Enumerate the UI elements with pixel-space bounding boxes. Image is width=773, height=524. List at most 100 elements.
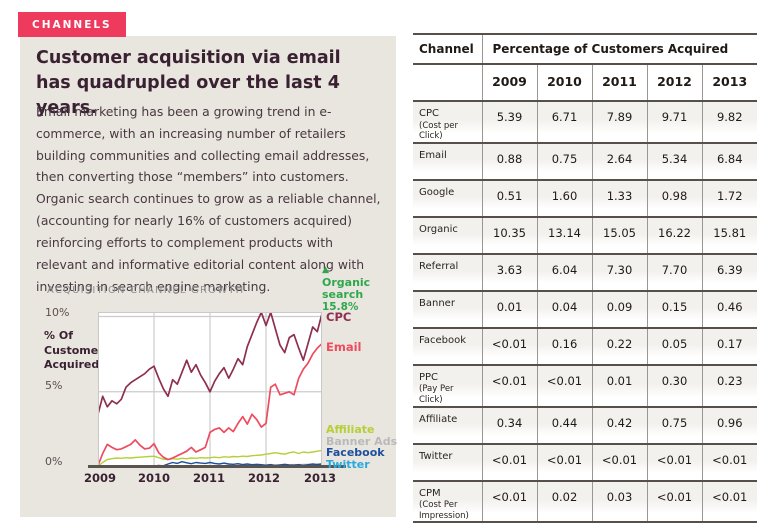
table-cell: 6.71 xyxy=(536,100,592,143)
table-cell: <0.01 xyxy=(701,442,758,481)
x-tick-2010: 2010 xyxy=(137,471,171,485)
y-tick-10: 10% xyxy=(45,306,70,319)
table-cell: 0.17 xyxy=(701,326,758,365)
channel-cell: Organic xyxy=(413,215,482,254)
year-header: 2010 xyxy=(536,63,592,101)
table-cell: 0.42 xyxy=(591,405,647,444)
chart-title: ACQUISITION CHANNEL GROWTH xyxy=(47,285,245,296)
table-cell: 0.98 xyxy=(646,178,702,217)
table-cell: 0.51 xyxy=(481,178,537,217)
y-axis-label: % Of Customers Acquired xyxy=(44,329,111,372)
table-row: CPM (Cost Per Impression) <0.01 0.02 0.03 <0.… xyxy=(413,479,758,524)
table-row: Affiliate 0.34 0.44 0.42 0.75 0.96 xyxy=(413,405,758,444)
table-cell: 0.05 xyxy=(646,326,702,365)
table-cell: 13.14 xyxy=(536,215,592,254)
year-header: 2009 xyxy=(481,63,537,101)
table-cell: 9.71 xyxy=(646,100,702,143)
table-row: Facebook <0.01 0.16 0.22 0.05 0.17 xyxy=(413,326,758,365)
table-cell: <0.01 xyxy=(481,363,537,407)
table-cell: 10.35 xyxy=(481,215,537,254)
channel-cell: Affiliate xyxy=(413,405,482,444)
table-cell: 0.88 xyxy=(481,141,537,180)
table-cell: 1.72 xyxy=(701,178,758,217)
table-cell: 6.39 xyxy=(701,252,758,291)
x-axis-line xyxy=(88,465,346,468)
table-cell: 7.70 xyxy=(646,252,702,291)
table-cell: 7.30 xyxy=(591,252,647,291)
channel-cell: Email xyxy=(413,141,482,180)
table-row: Banner 0.01 0.04 0.09 0.15 0.46 xyxy=(413,289,758,328)
channel-cell: Google xyxy=(413,178,482,217)
table-cell: 15.05 xyxy=(591,215,647,254)
x-tick-2011: 2011 xyxy=(192,471,226,485)
table-cell: 0.30 xyxy=(646,363,702,407)
table-row: Google 0.51 1.60 1.33 0.98 1.72 xyxy=(413,178,758,217)
legend-banner-ads: Banner Ads xyxy=(326,434,398,448)
channel-column-header: Channel xyxy=(413,33,482,64)
acquisition-table: Channel Percentage of Customers Acquired… xyxy=(413,33,758,524)
table-cell: <0.01 xyxy=(591,442,647,481)
legend-affiliate: Affiliate xyxy=(326,423,375,436)
table-row: Organic 10.35 13.14 15.05 16.22 15.81 xyxy=(413,215,758,254)
table-cell: 9.82 xyxy=(701,100,758,143)
table-cell: 0.01 xyxy=(591,363,647,407)
table-cell: 0.03 xyxy=(591,479,647,524)
x-tick-2013: 2013 xyxy=(303,471,337,485)
channel-cell: Referral xyxy=(413,252,482,291)
plot-area xyxy=(98,312,322,467)
table-cell: 6.04 xyxy=(536,252,592,291)
table-cell: 0.75 xyxy=(646,405,702,444)
organic-search-value: 15.8% xyxy=(322,301,359,313)
table-cell: 0.46 xyxy=(701,289,758,328)
table-cell: <0.01 xyxy=(481,326,537,365)
table-cell: 0.01 xyxy=(481,289,537,328)
table-cell: 0.02 xyxy=(536,479,592,524)
table-cell: 7.89 xyxy=(591,100,647,143)
table-cell: 0.96 xyxy=(701,405,758,444)
y-tick-0: 0% xyxy=(45,455,63,468)
year-header: 2013 xyxy=(701,63,758,101)
channel-cell: Twitter xyxy=(413,442,482,481)
table-year-row: 2009 2010 2011 2012 2013 xyxy=(413,63,758,101)
table-cell: 6.84 xyxy=(701,141,758,180)
table-cell: 0.15 xyxy=(646,289,702,328)
channel-cell: CPC (Cost per Click) xyxy=(413,100,482,143)
legend-email: Email xyxy=(326,340,362,354)
table-cell: 0.09 xyxy=(591,289,647,328)
channel-cell: Facebook xyxy=(413,326,482,365)
channel-cell: Banner xyxy=(413,289,482,328)
table-cell: 0.75 xyxy=(536,141,592,180)
table-cell: <0.01 xyxy=(481,479,537,524)
table-cell: 15.81 xyxy=(701,215,758,254)
table-cell: <0.01 xyxy=(536,363,592,407)
table-cell: 0.23 xyxy=(701,363,758,407)
table-cell: 5.34 xyxy=(646,141,702,180)
x-tick-2012: 2012 xyxy=(247,471,281,485)
table-cell: 0.22 xyxy=(591,326,647,365)
table-cell: 0.16 xyxy=(536,326,592,365)
table-row: PPC (Pay Per Click) <0.01 <0.01 0.01 0.30 0.23 xyxy=(413,363,758,407)
channels-badge: CHANNELS xyxy=(18,12,126,37)
legend-cpc: CPC xyxy=(326,310,352,324)
article-heading: Customer acquisition via email has quadr… xyxy=(36,48,341,118)
table-cell: 3.63 xyxy=(481,252,537,291)
table-row: CPC (Cost per Click) 5.39 6.71 7.89 9.71 9.82 xyxy=(413,100,758,143)
table-cell: <0.01 xyxy=(646,442,702,481)
table-row: Email 0.88 0.75 2.64 5.34 6.84 xyxy=(413,141,758,180)
blank-header-cell xyxy=(413,63,482,101)
table-cell: <0.01 xyxy=(481,442,537,481)
legend-organic-search: Organic search xyxy=(322,276,371,301)
table-cell: 2.64 xyxy=(591,141,647,180)
table-cell: 0.44 xyxy=(536,405,592,444)
x-tick-2009: 2009 xyxy=(83,471,117,485)
legend-facebook: Facebook xyxy=(326,446,385,460)
year-header: 2012 xyxy=(646,63,702,101)
year-header: 2011 xyxy=(591,63,647,101)
table-row: Referral 3.63 6.04 7.30 7.70 6.39 xyxy=(413,252,758,291)
bottom-legend: Affiliate Banner Ads Facebook Twitter xyxy=(326,424,397,470)
table-header-row: Channel Percentage of Customers Acquired xyxy=(413,33,758,64)
table-row: Twitter <0.01 <0.01 <0.01 <0.01 <0.01 xyxy=(413,442,758,481)
table-cell: 0.04 xyxy=(536,289,592,328)
table-cell: 16.22 xyxy=(646,215,702,254)
group-column-header: Percentage of Customers Acquired xyxy=(481,33,758,64)
